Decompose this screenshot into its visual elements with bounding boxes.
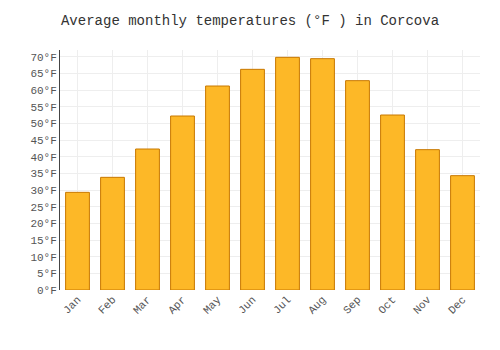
svg-text:Average monthly temperatures (: Average monthly temperatures (°F ) in Co… [61,13,439,29]
svg-text:40°F: 40°F [30,152,56,164]
svg-text:Nov: Nov [411,294,434,317]
svg-text:65°F: 65°F [30,68,56,80]
svg-text:0°F: 0°F [37,285,57,297]
svg-text:70°F: 70°F [30,52,56,64]
svg-text:Oct: Oct [376,294,398,316]
svg-text:May: May [201,294,224,317]
svg-text:Sep: Sep [341,294,363,316]
svg-text:Feb: Feb [96,294,118,316]
svg-text:Apr: Apr [166,294,188,316]
svg-text:55°F: 55°F [30,102,56,114]
svg-text:20°F: 20°F [30,218,56,230]
svg-text:Mar: Mar [131,294,153,316]
svg-text:35°F: 35°F [30,168,56,180]
svg-text:25°F: 25°F [30,202,56,214]
svg-text:Dec: Dec [446,294,468,316]
svg-text:Jun: Jun [236,294,258,316]
svg-text:45°F: 45°F [30,135,56,147]
svg-text:60°F: 60°F [30,85,56,97]
svg-text:30°F: 30°F [30,185,56,197]
svg-text:15°F: 15°F [30,235,56,247]
svg-text:5°F: 5°F [37,268,57,280]
svg-text:50°F: 50°F [30,118,56,130]
svg-text:Jan: Jan [61,294,83,316]
svg-text:10°F: 10°F [30,252,56,264]
svg-text:Aug: Aug [306,294,328,316]
svg-text:Jul: Jul [271,294,293,316]
